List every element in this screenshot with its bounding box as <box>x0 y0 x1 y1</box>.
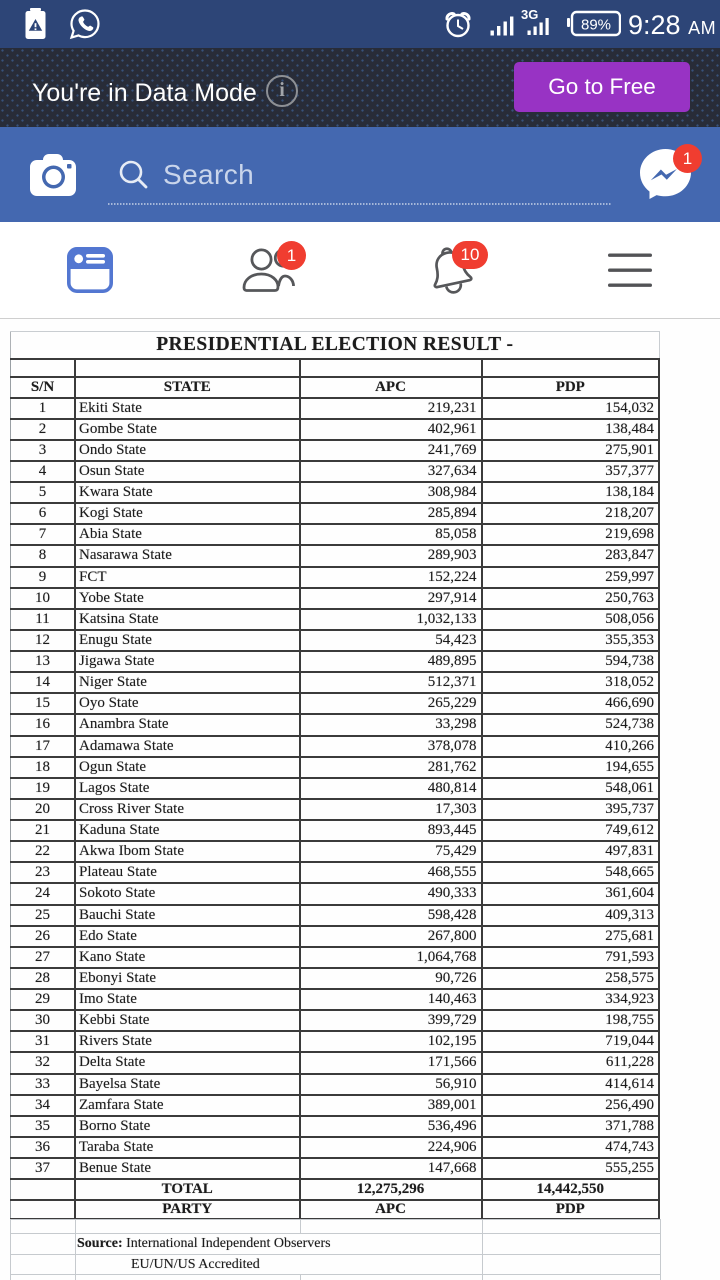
svg-text:3G: 3G <box>521 7 538 22</box>
svg-text:89%: 89% <box>581 17 611 34</box>
